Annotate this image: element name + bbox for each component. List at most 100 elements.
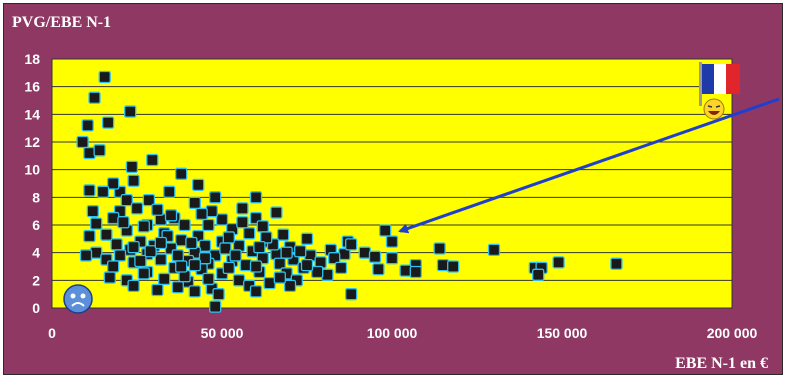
data-points (76, 70, 623, 313)
plot-area (51, 58, 733, 309)
data-point (215, 213, 229, 226)
data-point (212, 288, 225, 301)
data-point (372, 263, 385, 276)
data-point (253, 240, 266, 254)
data-point (86, 205, 99, 218)
x-tick-label: 150 000 (537, 325, 588, 341)
x-axis-label: EBE N-1 en € (675, 355, 768, 372)
data-point (236, 202, 249, 215)
france-flag-icon (699, 62, 740, 106)
laughing-smiley-icon (703, 98, 725, 120)
data-point (487, 243, 501, 257)
data-point (137, 220, 150, 233)
chart-title: PVG/EBE N-1 (12, 14, 111, 31)
data-point (379, 224, 392, 237)
data-point (321, 268, 334, 281)
data-point (198, 252, 212, 265)
data-point (113, 249, 127, 262)
data-point (385, 252, 399, 265)
data-point (334, 261, 348, 275)
data-point (79, 249, 93, 262)
sad-smiley-icon (63, 284, 93, 314)
data-point (236, 216, 249, 229)
data-point (188, 285, 201, 298)
data-point (249, 285, 263, 298)
y-tick-label: 14 (24, 106, 40, 122)
data-point (100, 228, 113, 241)
data-point (120, 193, 133, 207)
data-point (260, 231, 273, 244)
data-point (222, 231, 235, 244)
data-point (107, 260, 120, 273)
data-point (158, 272, 171, 286)
data-point (222, 261, 235, 275)
data-point (117, 216, 130, 229)
data-point (249, 260, 263, 273)
data-point (270, 206, 283, 219)
data-point (273, 257, 286, 270)
data-point (151, 283, 164, 297)
data-point (110, 238, 123, 251)
data-point (385, 235, 399, 248)
data-point (178, 218, 191, 232)
x-tick-label: 0 (48, 325, 56, 341)
data-point (88, 91, 101, 104)
y-tick-label: 6 (32, 217, 40, 233)
data-point (93, 144, 106, 157)
data-point (76, 135, 89, 149)
data-point (134, 254, 147, 268)
data-point (280, 246, 293, 259)
data-point (256, 220, 269, 233)
data-point (90, 217, 103, 230)
data-point (345, 288, 358, 301)
data-point (195, 207, 208, 221)
data-point (552, 256, 565, 269)
data-point (232, 274, 246, 287)
data-point (345, 238, 358, 251)
data-point (358, 246, 371, 259)
y-tick-label: 10 (24, 162, 40, 178)
data-point (229, 249, 242, 262)
data-point (188, 196, 201, 210)
y-tick-label: 16 (24, 79, 40, 95)
data-point (532, 268, 545, 281)
data-point (610, 257, 623, 270)
y-tick-label: 18 (24, 51, 40, 67)
data-point (125, 160, 139, 174)
x-tick-label: 50 000 (201, 325, 244, 341)
data-point (219, 242, 232, 255)
data-point (90, 246, 103, 259)
data-point (175, 167, 188, 180)
data-point (239, 258, 252, 272)
data-point (368, 250, 382, 263)
data-point (83, 184, 96, 197)
data-point (130, 202, 144, 215)
data-point (300, 258, 314, 272)
data-point (81, 119, 94, 132)
data-point (205, 205, 218, 218)
data-point (146, 153, 159, 167)
data-point (436, 258, 450, 272)
data-point (154, 253, 167, 266)
x-tick-label: 200 000 (707, 325, 758, 341)
data-point (83, 146, 96, 160)
data-point (164, 209, 178, 222)
data-point (96, 185, 110, 198)
data-point (433, 242, 446, 255)
data-point (175, 260, 188, 273)
data-point (263, 276, 276, 290)
data-point (163, 185, 176, 198)
data-point (185, 236, 198, 250)
data-point (171, 281, 184, 294)
data-point (175, 234, 188, 247)
y-tick-label: 8 (32, 189, 40, 205)
data-point (188, 258, 201, 272)
data-point (273, 271, 286, 284)
annotation-arrow (398, 97, 780, 234)
y-tick-label: 4 (32, 245, 40, 261)
chart-frame: 0 2 4 6 8 10 12 14 16 18 0 50 000 100 000 150 000 200… (3, 3, 783, 375)
data-point (283, 279, 297, 293)
data-point (127, 240, 140, 254)
data-point (209, 300, 222, 313)
data-point (294, 245, 307, 258)
